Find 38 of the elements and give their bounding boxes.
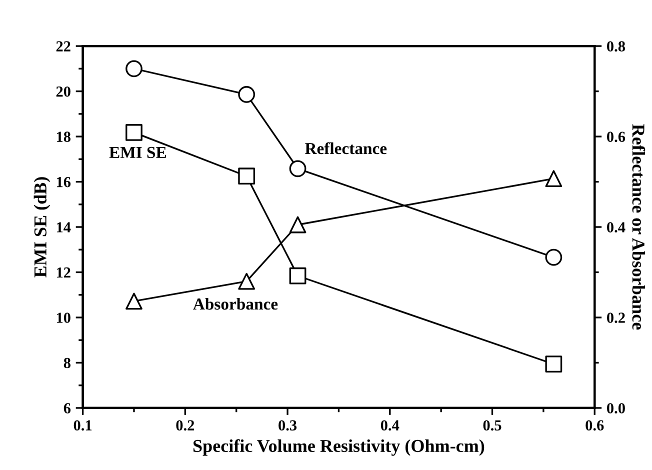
y-tick-label: 10 <box>56 312 70 323</box>
y2-axis-title: Reflectance or Absorbance <box>632 124 646 330</box>
y-tick-label: 16 <box>56 176 71 188</box>
x-tick-label: 0.4 <box>380 420 400 431</box>
y2-tick-label: 0.0 <box>607 403 625 414</box>
y-tick-label: 22 <box>56 41 70 52</box>
point <box>238 86 256 103</box>
x-tick-label: 0.6 <box>586 420 604 431</box>
y-tick-label: 20 <box>56 86 70 97</box>
point <box>126 292 142 310</box>
x-tick-label: 0.5 <box>483 420 502 431</box>
series-label: Reflectance <box>304 142 387 154</box>
x-axis-title: Specific Volume Resistivity (Ohm-cm) <box>193 439 484 456</box>
point <box>238 272 256 290</box>
point <box>545 170 562 188</box>
point <box>126 124 142 141</box>
y2-tick-label: 0.2 <box>607 312 625 324</box>
x-tick-label: 0.2 <box>176 420 194 431</box>
y-tick-label: 18 <box>56 132 70 142</box>
y2-tick-label: 0.4 <box>607 222 626 233</box>
point <box>289 216 306 234</box>
series-label: EMI SE <box>109 146 166 158</box>
point <box>545 248 562 266</box>
point <box>545 356 562 373</box>
y2-tick-label: 0.8 <box>607 41 626 52</box>
y-tick-label: 12 <box>56 267 70 278</box>
point <box>238 168 256 185</box>
point <box>289 267 306 284</box>
point <box>126 60 142 78</box>
y-tick-label: 6 <box>64 403 71 414</box>
y-tick-label: 14 <box>56 222 71 232</box>
y-tick-label: 8 <box>64 358 70 368</box>
point <box>289 160 306 178</box>
y2-tick-label: 0.6 <box>607 132 626 142</box>
x-tick-label: 0.3 <box>278 420 297 431</box>
y-axis-title: EMI SE (dB) <box>34 177 50 278</box>
series-label: Absorbance <box>193 298 278 310</box>
x-tick-label: 0.1 <box>74 420 92 431</box>
